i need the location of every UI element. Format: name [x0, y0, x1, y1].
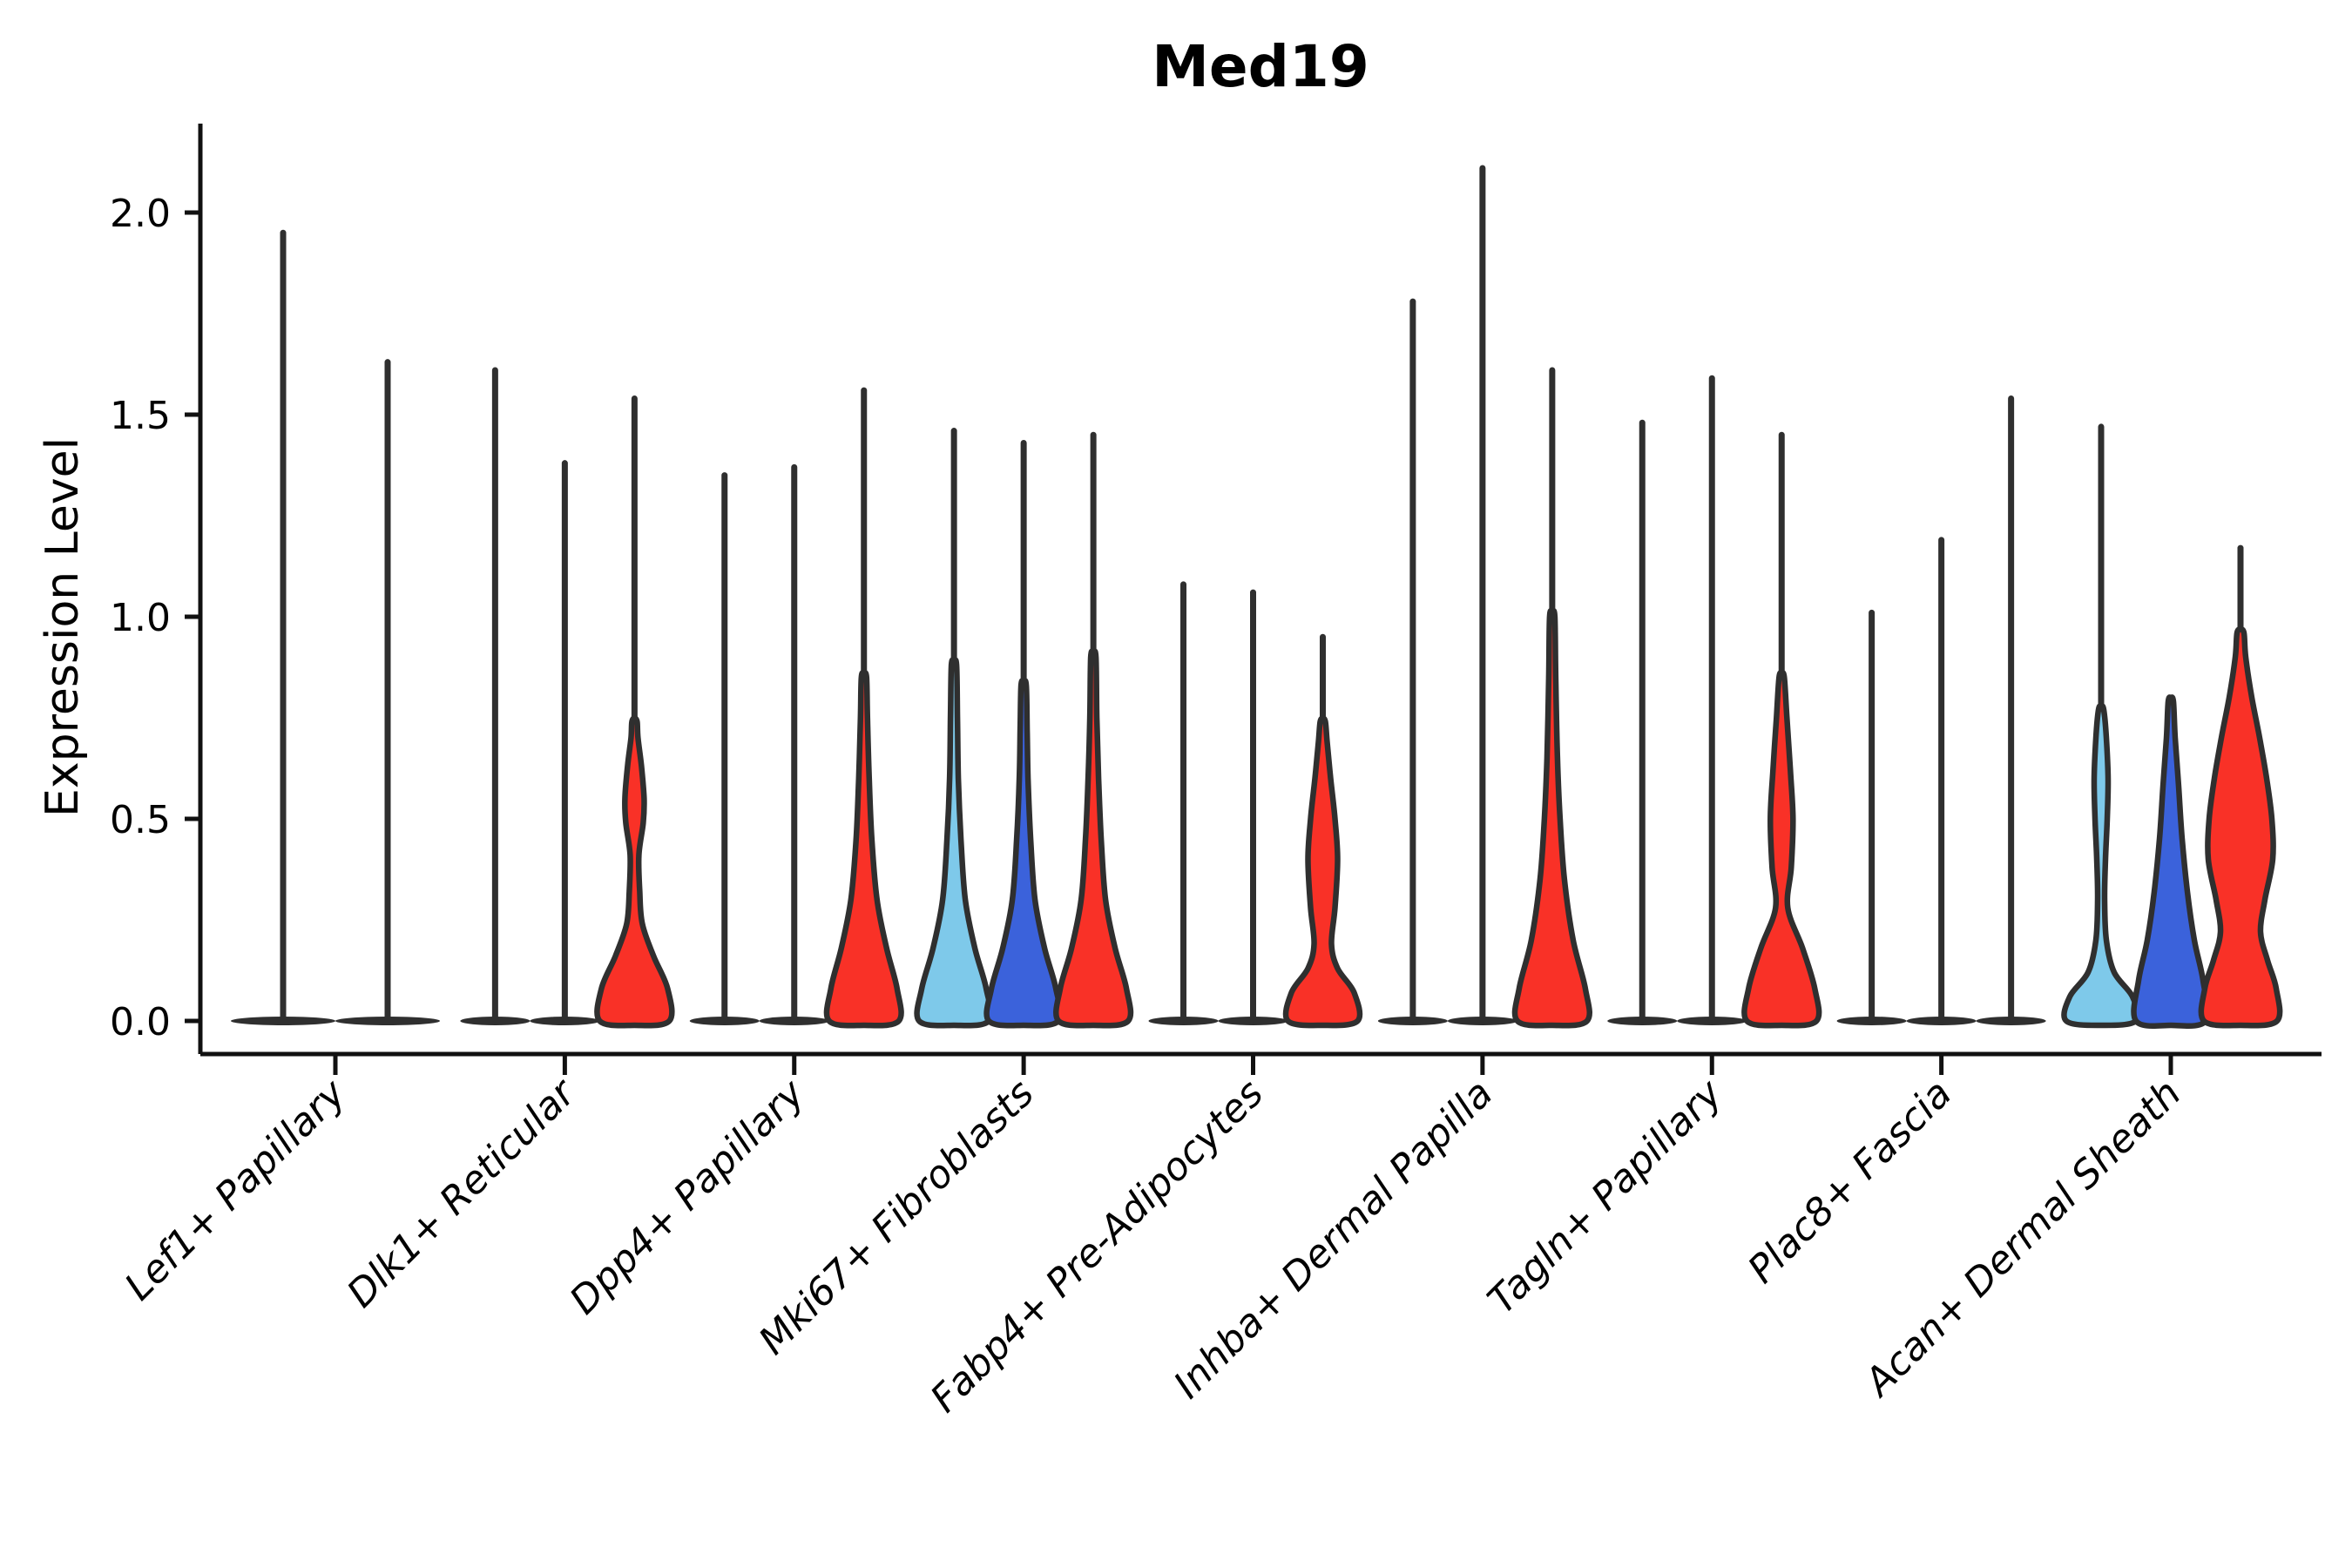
violin-body-blue: [983, 678, 1064, 1029]
y-tick-label: 0.0: [110, 1000, 171, 1044]
violin-body-red: [2198, 626, 2283, 1029]
x-tick-label: Lef1+ Papillary: [117, 1071, 355, 1309]
x-tick-label: Plac8+ Fascia: [1740, 1071, 1960, 1292]
violin-body-blue: [2131, 694, 2211, 1029]
violin-body-red: [1511, 608, 1592, 1029]
violin-body-red: [1741, 670, 1822, 1029]
violin-group: [231, 229, 440, 1025]
violin-body-skyblue: [914, 657, 994, 1029]
violin-group: [460, 367, 675, 1029]
y-tick-label: 2.0: [110, 192, 171, 236]
violin-group: [1148, 581, 1363, 1029]
violin-body-red: [1282, 715, 1363, 1029]
violin-body-red: [594, 715, 675, 1029]
violin-group: [1836, 395, 2046, 1025]
violin-group: [689, 387, 904, 1029]
x-tick-label: Dpp4+ Papillary: [561, 1071, 814, 1323]
violin-group: [2061, 423, 2283, 1029]
violin-group: [1607, 375, 1822, 1029]
violin-group: [1377, 165, 1592, 1029]
x-tick-label: Dlk1+ Reticular: [339, 1070, 585, 1316]
chart-title: Med19: [1152, 33, 1369, 100]
violin-body-red: [823, 670, 904, 1029]
y-tick-label: 1.5: [110, 394, 171, 438]
violin-body-skyblue: [2061, 703, 2141, 1029]
y-tick-label: 1.0: [110, 596, 171, 640]
violin-group: [914, 428, 1134, 1029]
y-tick-label: 0.5: [110, 798, 171, 842]
x-tick-label: Tagln+ Papillary: [1479, 1071, 1731, 1322]
violin-body-red: [1053, 648, 1134, 1029]
y-axis-label: Expression Level: [37, 436, 89, 818]
